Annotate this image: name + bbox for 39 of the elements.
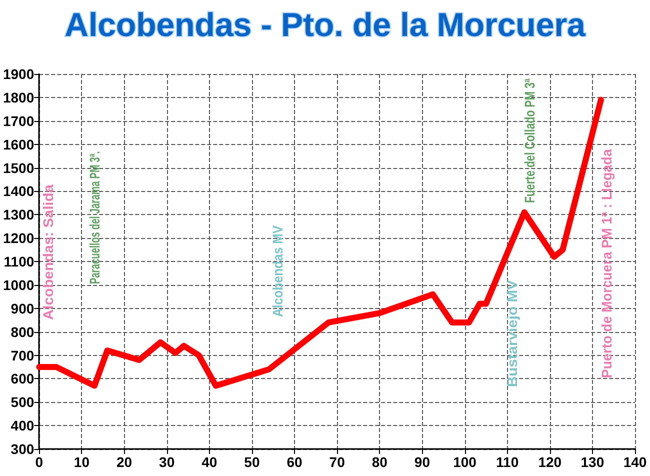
y-tick-label: 1400 (2, 183, 34, 200)
y-tick-label: 1300 (2, 206, 34, 223)
y-tick-label: 800 (10, 324, 34, 340)
x-tick-label: 60 (286, 454, 303, 470)
x-tick-label: 140 (623, 454, 647, 470)
annotation: Fuerte del Collado PM 3ª (522, 78, 538, 203)
x-tick-label: 40 (202, 454, 218, 470)
x-tick-label: 100 (453, 454, 477, 470)
y-tick-label: 1600 (2, 136, 34, 152)
x-tick-label: 90 (414, 454, 430, 470)
x-tick-label: 0 (35, 454, 44, 470)
y-tick-label: 1100 (4, 254, 34, 270)
annotation: Puerto de Morcuera PM 1ª : Llegada (599, 148, 615, 378)
annotation: Alcobendas MV (270, 225, 286, 317)
y-tick-label: 1200 (2, 230, 34, 246)
y-tick-label: 700 (10, 347, 34, 364)
x-tick-label: 10 (74, 454, 90, 470)
x-tick-label: 70 (329, 454, 346, 470)
x-tick-label: 80 (372, 454, 388, 470)
y-tick-label: 900 (10, 300, 34, 316)
y-tick-label: 1700 (2, 112, 34, 129)
x-tick-label: 50 (244, 454, 260, 470)
chart-title: Alcobendas - Pto. de la Morcuera (64, 6, 586, 43)
x-tick-label: 120 (538, 454, 562, 470)
y-tick-label: 500 (10, 394, 34, 410)
y-tick-label: 400 (10, 418, 34, 434)
y-tick-label: 1800 (2, 89, 34, 106)
y-tick-label: 1000 (2, 276, 34, 293)
annotation: Alcobendas: Salida (41, 183, 57, 320)
x-tick-label: 20 (116, 454, 132, 470)
annotation: Bustarviejo MV (505, 280, 521, 388)
x-tick-label: 30 (159, 454, 175, 470)
x-tick-label: 110 (496, 454, 519, 470)
x-tick-label: 130 (580, 454, 604, 470)
y-tick-label: 1900 (2, 66, 34, 82)
y-tick-label: 600 (10, 370, 34, 387)
annotation: Paracuellos del Jarama PM 3ª. (86, 151, 104, 284)
y-tick-label: 1500 (2, 160, 34, 176)
y-tick-label: 300 (10, 441, 34, 457)
